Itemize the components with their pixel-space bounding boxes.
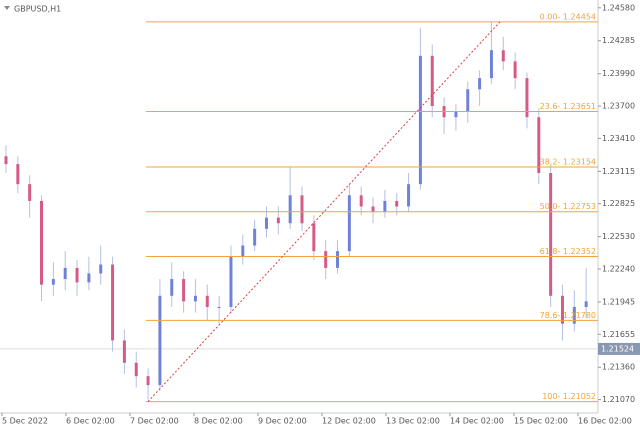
candle-body — [324, 251, 328, 268]
candle-body — [288, 195, 292, 224]
candle-body — [276, 217, 280, 224]
candle-body — [395, 200, 399, 207]
candle-body — [513, 61, 517, 79]
candle-body — [383, 200, 387, 213]
candle-body — [99, 264, 103, 274]
candle-body — [312, 223, 316, 252]
symbol-menu-icon[interactable] — [4, 6, 10, 10]
fib-level-label: 100- 1.21052 — [542, 392, 596, 401]
candle-body — [407, 184, 411, 207]
candle-body — [560, 295, 564, 324]
current-price-label: 1.21524 — [601, 344, 634, 353]
candle-body — [229, 256, 233, 307]
y-tick-label: 1.22825 — [602, 199, 635, 208]
candle-body — [264, 217, 268, 229]
candle-body — [572, 306, 576, 324]
candle-body — [300, 195, 304, 224]
y-tick-label: 1.23115 — [602, 167, 635, 176]
candle-body — [40, 200, 44, 285]
candle-body — [134, 362, 138, 377]
candle-body — [466, 89, 470, 112]
candle-body — [525, 78, 529, 118]
x-tick-label: 15 Dec 02:00 — [514, 417, 568, 426]
fib-level-label: 78.6- 1.21780 — [540, 311, 596, 320]
candle-body — [16, 164, 20, 185]
x-tick-label: 12 Dec 02:00 — [322, 417, 376, 426]
candle-body — [430, 55, 434, 107]
y-tick-label: 1.22240 — [602, 265, 635, 274]
x-tick-label: 8 Dec 02:00 — [194, 417, 243, 426]
y-tick-label: 1.24285 — [602, 36, 635, 45]
y-tick-label: 1.23990 — [602, 69, 635, 78]
y-tick-label: 1.21360 — [602, 363, 635, 372]
candle-body — [478, 78, 482, 90]
fib-level-label: 38.2- 1.23154 — [540, 157, 596, 166]
candle-body — [359, 195, 363, 207]
y-tick-label: 1.21070 — [602, 395, 635, 404]
chart-title: GBPUSD,H1 — [14, 5, 61, 14]
candle-body — [170, 279, 174, 296]
candle-body — [253, 228, 257, 246]
candle-body — [63, 267, 67, 280]
candle-body — [158, 295, 162, 386]
x-tick-label: 9 Dec 02:00 — [258, 417, 307, 426]
candle-body — [241, 245, 245, 257]
candle-body — [454, 111, 458, 118]
fib-level-label: 61.8- 1.22352 — [540, 247, 596, 256]
candle-body — [51, 279, 55, 285]
candle-body — [28, 184, 32, 201]
y-tick-label: 1.21655 — [602, 330, 635, 339]
y-tick-label: 1.23410 — [602, 134, 635, 143]
candle-body — [205, 295, 209, 307]
y-tick-label: 1.21945 — [602, 297, 635, 306]
candle-body — [87, 273, 91, 283]
candle-body — [75, 267, 79, 283]
x-tick-label: 5 Dec 2022 — [2, 417, 48, 426]
x-tick-label: 6 Dec 02:00 — [66, 417, 115, 426]
candle-body — [336, 251, 340, 268]
current-price-box — [598, 342, 640, 355]
candle-body — [217, 306, 221, 308]
y-tick-label: 1.23700 — [602, 102, 635, 111]
candle-body — [584, 301, 588, 307]
candle-body — [489, 50, 493, 79]
x-tick-label: 13 Dec 02:00 — [386, 417, 440, 426]
fib-level-label: 0.00- 1.24454 — [540, 12, 596, 21]
y-tick-label: 1.24580 — [602, 3, 635, 12]
candle-body — [182, 279, 186, 302]
x-tick-label: 16 Dec 02:00 — [578, 417, 632, 426]
candle-body — [537, 117, 541, 174]
x-tick-label: 7 Dec 02:00 — [130, 417, 179, 426]
candle-body — [146, 376, 150, 386]
candle-body — [4, 156, 8, 165]
fib-level-label: 23.6- 1.23651 — [540, 102, 596, 111]
candle-body — [193, 295, 197, 302]
candle-body — [501, 50, 505, 62]
candle-body — [549, 173, 553, 296]
candle-body — [418, 55, 422, 185]
candle-body — [347, 195, 351, 252]
candle-body — [111, 264, 115, 341]
y-tick-label: 1.22530 — [602, 232, 635, 241]
x-tick-label: 14 Dec 02:00 — [450, 417, 504, 426]
candle-body — [122, 340, 126, 363]
candle-body — [371, 206, 375, 213]
fib-level-label: 50.0- 1.22753 — [540, 202, 596, 211]
